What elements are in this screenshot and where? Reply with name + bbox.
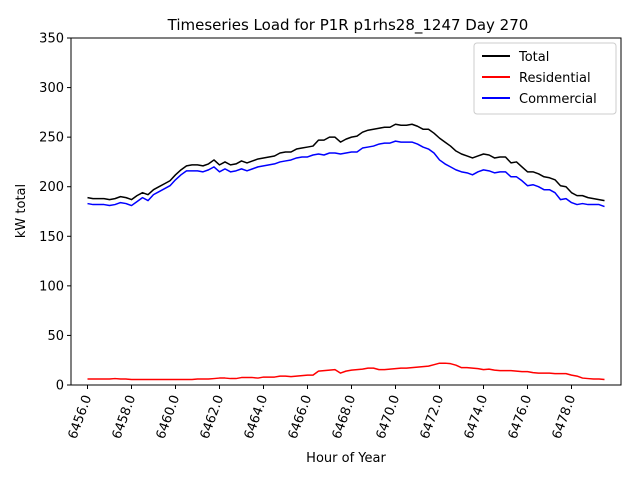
plot-frame <box>70 37 622 386</box>
y-tick-label: 200 <box>39 180 64 195</box>
x-tick-label: 6474.0 <box>462 393 492 441</box>
x-tick-label: 6476.0 <box>506 393 536 441</box>
y-tick-label: 250 <box>39 131 64 146</box>
x-tick-label: 6478.0 <box>550 393 580 441</box>
x-tick-label: 6456.0 <box>66 393 96 441</box>
legend-box <box>473 42 617 115</box>
series-line-total <box>87 123 605 202</box>
x-tick-label: 6472.0 <box>418 393 448 441</box>
series-layer <box>87 123 605 381</box>
y-tick-label: 350 <box>39 32 64 47</box>
series-line-residential <box>87 362 605 381</box>
x-tick-label: 6464.0 <box>242 393 272 441</box>
legend-label-total: Total <box>518 50 549 65</box>
y-tick-label: 300 <box>39 81 64 96</box>
x-tick-label: 6462.0 <box>198 393 228 441</box>
legend: Total Residential Commercial <box>473 42 617 115</box>
legend-label-commercial: Commercial <box>519 92 597 107</box>
x-tick-label: 6470.0 <box>374 393 404 441</box>
y-tick-label: 50 <box>47 329 64 344</box>
y-axis: 0 50 100 150 200 250 300 350 <box>39 32 71 394</box>
y-axis-label: kW total <box>14 184 29 238</box>
x-tick-label: 6458.0 <box>110 393 140 441</box>
series-line-commercial <box>87 140 605 208</box>
y-tick-label: 150 <box>39 230 64 245</box>
chart-title: Timeseries Load for P1R p1rhs28_1247 Day… <box>167 16 529 35</box>
y-tick-label: 100 <box>39 279 64 294</box>
x-axis: 6456.0 6458.0 6460.0 6462.0 6464.0 6466.0 6468… <box>66 385 580 441</box>
x-tick-label: 6468.0 <box>330 393 360 441</box>
plot-area <box>70 37 622 386</box>
x-tick-label: 6466.0 <box>286 393 316 441</box>
x-tick-label: 6460.0 <box>154 393 184 441</box>
x-axis-label: Hour of Year <box>306 451 386 466</box>
y-tick-label: 0 <box>56 379 64 394</box>
legend-label-residential: Residential <box>519 71 591 86</box>
